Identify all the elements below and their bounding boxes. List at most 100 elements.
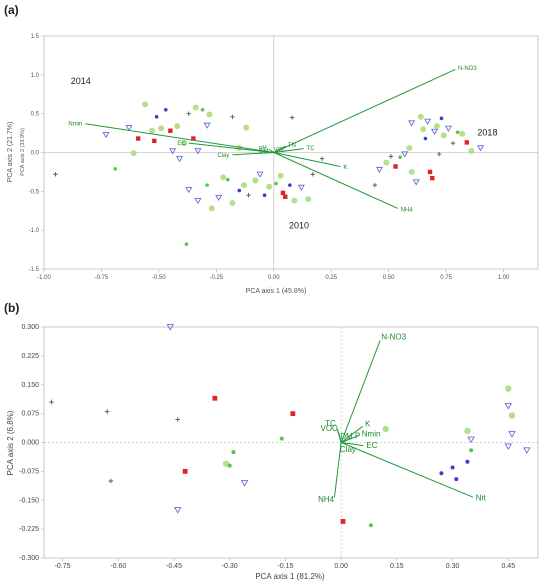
B-point-24 (505, 385, 512, 392)
B-vector-label-8: DM (340, 432, 353, 441)
panel-b-yticks: 0.300 0.225 0.150 0.075 0.000 -0.075 -0.150 -0.… (19, 324, 44, 562)
A-point-55 (375, 166, 384, 174)
A-point-24 (230, 114, 235, 119)
A-point-35 (226, 177, 230, 182)
B-vector-label-10: Clay (340, 445, 356, 454)
A-point-6 (148, 127, 155, 134)
B-xtick-label-4: -0.15 (277, 563, 293, 570)
B-vector-1 (340, 442, 474, 498)
A-point-45 (277, 172, 284, 179)
B-ytick-label-4: 0.000 (21, 440, 39, 447)
A-point-73 (439, 116, 444, 121)
A-point-46 (280, 190, 286, 196)
A-point-34 (220, 174, 227, 181)
panel-a-label: (a) (4, 3, 19, 17)
B-point-7 (212, 395, 218, 401)
B-point-19 (454, 477, 459, 482)
A-point-9 (163, 107, 168, 112)
A-point-52 (310, 172, 316, 177)
A-point-37 (237, 188, 242, 193)
A-point-47 (283, 194, 288, 199)
B-vector-9 (341, 442, 364, 447)
B-xtick-label-1: -0.60 (110, 563, 126, 570)
A-vector-4 (273, 145, 286, 153)
A-point-30 (194, 198, 202, 205)
B-xtick-label-5: 0.00 (334, 563, 348, 570)
A-vector-5 (273, 148, 304, 153)
A-point-16 (191, 136, 196, 141)
B-xtick-label-3: -0.30 (222, 563, 238, 570)
B-vector-label-9: EC (366, 441, 377, 450)
A-vector-1 (85, 123, 274, 153)
B-xtick-label-7: 0.30 (446, 563, 460, 570)
A-ytick-label-4: -0.5 (29, 189, 40, 195)
A-point-80 (468, 147, 475, 154)
A-point-28 (184, 242, 189, 246)
B-ytick-label-0: 0.300 (21, 324, 39, 331)
A-xtick-label-4: 0.00 (268, 275, 280, 281)
B-xtick-label-2: -0.45 (166, 563, 182, 570)
B-vector-label-5: K (365, 420, 371, 429)
A-vector-label-0: N-NO3 (458, 66, 477, 72)
A-point-79 (464, 140, 469, 145)
A-ytick-label-6: -1.5 (29, 267, 40, 273)
B-vector-label-6: Nmin (362, 429, 381, 438)
A-point-17 (192, 104, 199, 111)
A-point-13 (175, 156, 184, 163)
A-vector-3 (232, 152, 274, 156)
B-point-16 (382, 425, 389, 433)
B-xtick-label-6: 0.15 (390, 563, 404, 570)
B-xtick-label-0: -0.75 (55, 563, 71, 570)
A-point-41 (256, 171, 264, 178)
A-point-75 (444, 125, 452, 132)
B-point-2 (108, 478, 114, 484)
A-point-51 (305, 196, 312, 203)
B-vector-10 (339, 442, 342, 448)
B-vector-label-0: N-NO3 (381, 333, 406, 342)
B-vector-label-3: TC (325, 419, 336, 428)
A-point-20 (203, 122, 211, 129)
A-xtick-label-0: -1.00 (37, 275, 51, 281)
A-point-62 (408, 168, 415, 175)
B-vector-2 (333, 442, 342, 498)
A-ytick-label-0: 1.5 (31, 34, 40, 40)
B-point-14 (340, 519, 346, 524)
panel-b-xlabel: PCA axis 1 (81.2%) (255, 572, 325, 581)
A-xtick-label-1: -0.75 (95, 275, 109, 281)
A-vector-label-5: TC (307, 146, 316, 152)
A-point-48 (288, 183, 292, 187)
B-point-29 (504, 403, 513, 410)
A-point-58 (393, 164, 398, 169)
B-point-28 (523, 447, 531, 454)
B-point-21 (467, 436, 475, 444)
A-point-78 (459, 130, 466, 137)
A-ytick-label-3: 0.0 (31, 151, 40, 157)
A-point-71 (433, 123, 440, 130)
A-point-27 (289, 115, 295, 120)
panel-a-ylabel-secondary: PCA axis 2 (33.9%) (20, 128, 26, 176)
B-vector-label-4: VOC (320, 424, 338, 433)
B-vector-label-2: NH4 (318, 495, 335, 504)
B-ytick-label-5: -0.075 (19, 468, 39, 475)
panel-b-frame (43, 326, 539, 559)
A-vector-label-9: K (343, 165, 347, 171)
A-point-61 (406, 144, 413, 151)
A-vector-10 (273, 152, 399, 209)
A-point-11 (169, 148, 177, 155)
A-point-57 (388, 154, 394, 159)
A-ytick-label-1: 1.0 (31, 73, 40, 79)
panel-b-label: (b) (4, 301, 19, 315)
A-point-77 (455, 130, 460, 135)
A-point-32 (208, 205, 215, 212)
A-xtick-label-7: 0.75 (440, 275, 452, 281)
A-point-21 (206, 111, 213, 118)
B-point-11 (227, 463, 232, 468)
A-vector-label-6: pH (259, 146, 267, 152)
A-point-69 (430, 175, 435, 181)
B-vector-7 (340, 437, 353, 443)
A-point-49 (291, 197, 298, 204)
panel-a: (a) PCA axis 1 (45.8%) PCA axis 2 (21.7%… (4, 3, 539, 295)
A-point-65 (420, 126, 427, 133)
